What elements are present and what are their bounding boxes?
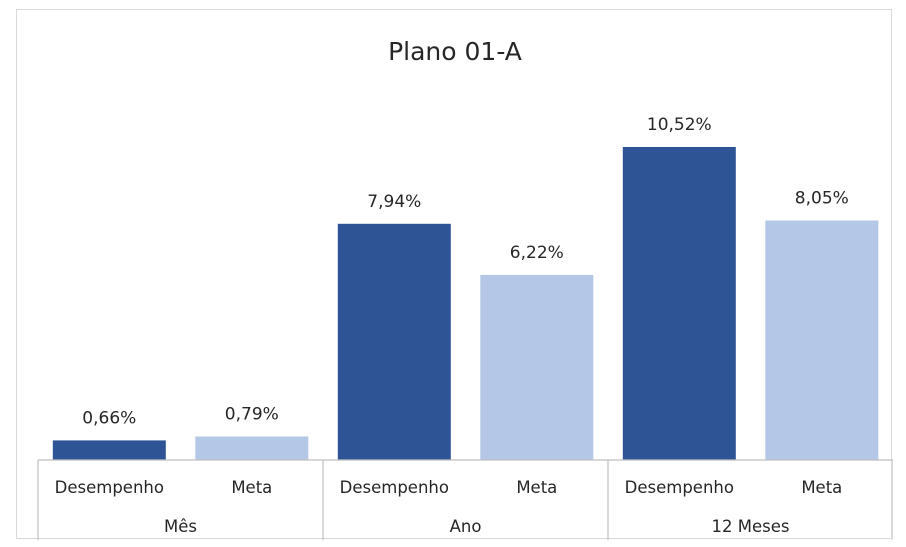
group-label: Ano xyxy=(450,517,482,536)
chart-frame: Plano 01-A 0,66% 0,79% 7,94% 6,22% 10,52% 8,0… xyxy=(16,9,893,540)
category-tick-label: Desempenho xyxy=(625,478,734,497)
category-tick-label: Meta xyxy=(516,478,557,497)
data-label: 0,79% xyxy=(225,405,279,425)
bar-12-meses-desempenho xyxy=(622,147,736,460)
data-label: 6,22% xyxy=(510,243,564,263)
data-label: 8,05% xyxy=(795,189,849,209)
data-label: 7,94% xyxy=(367,192,421,212)
bar-mês-meta xyxy=(195,436,309,460)
category-tick-label: Meta xyxy=(231,478,272,497)
category-axis: Desempenho Meta Mês Desempenho Meta Ano Desemp… xyxy=(37,459,893,540)
group-label: 12 Meses xyxy=(712,517,790,536)
bar-ano-desempenho xyxy=(337,223,451,460)
bars-layer: 0,66% 0,79% 7,94% 6,22% 10,52% 8,05% xyxy=(52,115,879,460)
data-label: 10,52% xyxy=(647,115,712,135)
bar-mês-desempenho xyxy=(52,440,166,460)
bar-12-meses-meta xyxy=(765,220,879,460)
category-tick-label: Desempenho xyxy=(55,478,164,497)
category-tick-label: Meta xyxy=(801,478,842,497)
group-label: Mês xyxy=(164,517,197,536)
data-label: 0,66% xyxy=(82,408,136,428)
chart-title: Plano 01-A xyxy=(388,37,522,66)
category-tick-label: Desempenho xyxy=(340,478,449,497)
bar-ano-meta xyxy=(480,274,594,460)
chart-svg: Plano 01-A 0,66% 0,79% 7,94% 6,22% 10,52% 8,0… xyxy=(37,37,893,540)
